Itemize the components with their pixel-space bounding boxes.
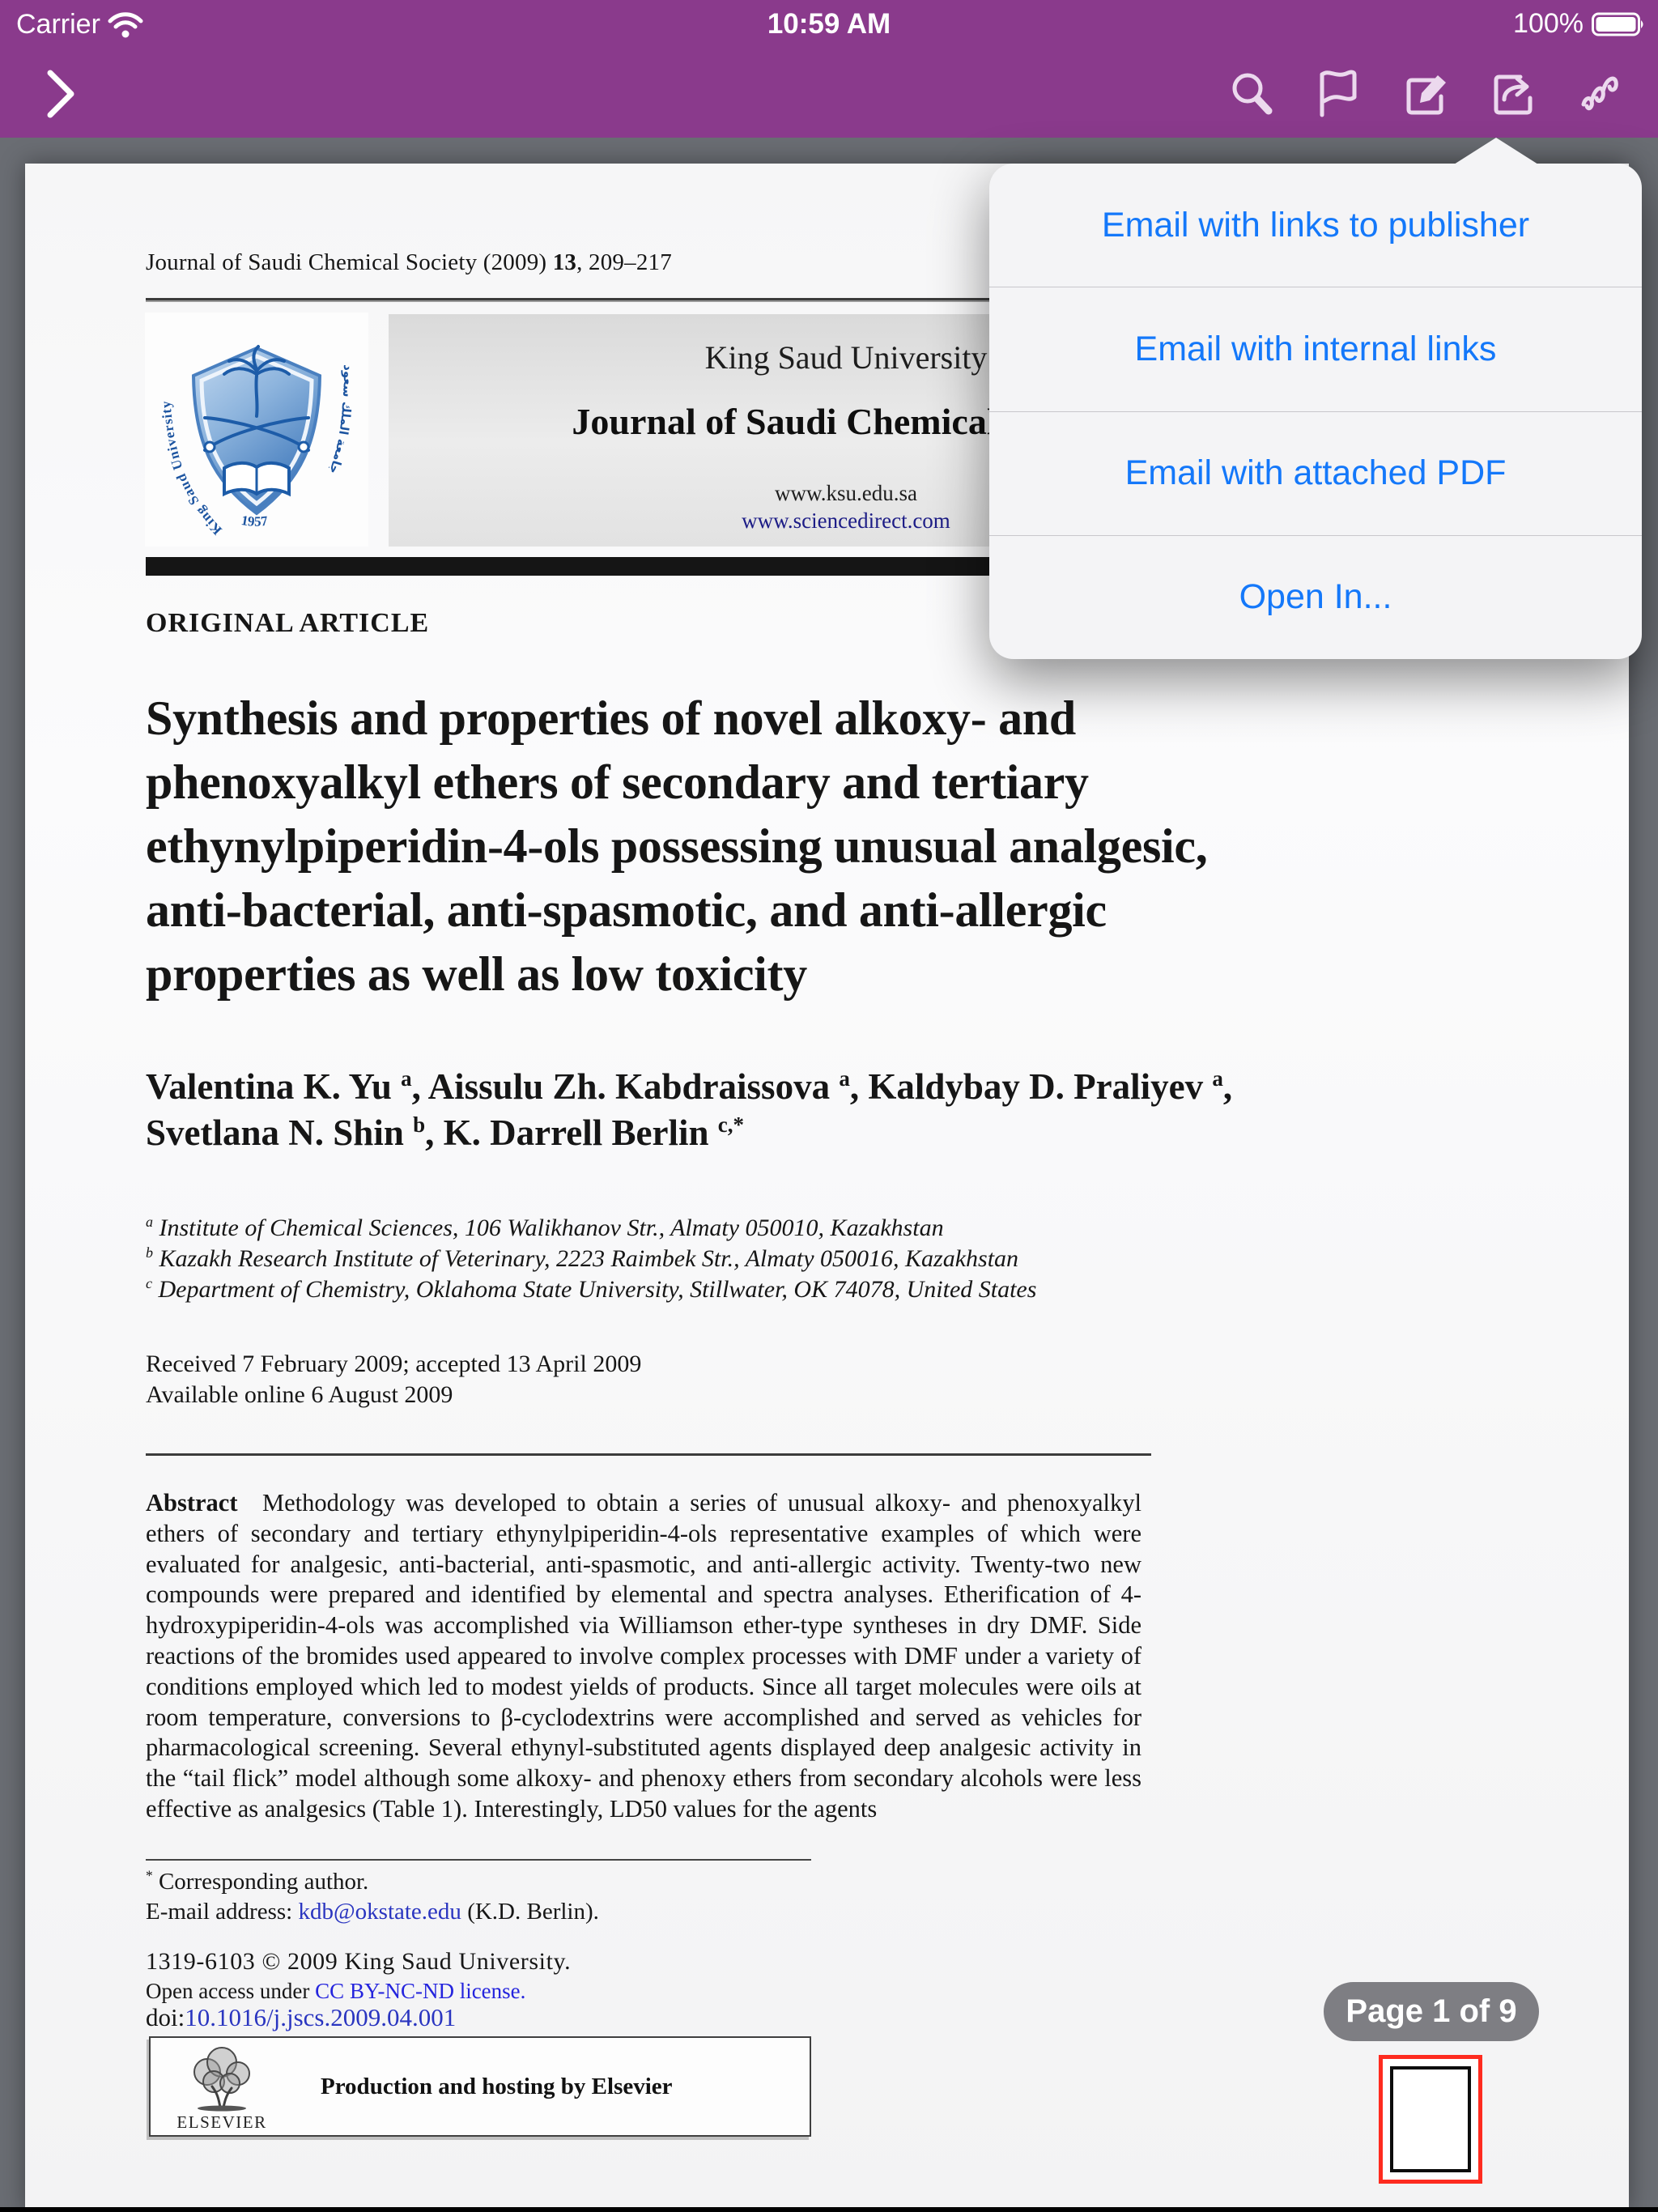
toolbar-row: [0, 49, 1658, 138]
footnote-rule: [146, 1859, 811, 1861]
menu-item-open-in[interactable]: Open In...: [1239, 577, 1392, 617]
menu-item-email-links-publisher[interactable]: Email with links to publisher: [989, 164, 1642, 288]
elsevier-wordmark: ELSEVIER: [176, 2112, 267, 2132]
elsevier-tree-icon: [180, 2044, 264, 2112]
abstract-rule: [146, 1453, 1151, 1456]
ksu-shield-emblem: King Saud University جامعة الملك سعود 19…: [145, 313, 368, 547]
page-thumbnail-outline: [1390, 2066, 1471, 2172]
share-export-icon[interactable]: [1490, 66, 1537, 120]
popover-arrow: [1454, 138, 1538, 164]
search-icon[interactable]: [1227, 66, 1274, 120]
page-indicator-badge: Page 1 of 9: [1324, 1982, 1539, 2041]
battery-icon: [1592, 12, 1643, 36]
ksu-logo-year: 1957: [240, 513, 269, 530]
issn-copyright: 1319-6103 © 2009 King Saud University.: [146, 1948, 572, 1975]
share-popover-menu: Email with links to publisher Email with…: [989, 138, 1642, 659]
menu-item-email-attached-pdf[interactable]: Email with attached PDF: [989, 412, 1642, 536]
scribble-icon[interactable]: [1577, 66, 1624, 120]
article-title: Synthesis and properties of novel alkoxy…: [146, 691, 1208, 1001]
bookmark-flag-icon[interactable]: [1315, 66, 1362, 120]
masthead-top-rule: [146, 298, 1370, 302]
battery-percent: 100%: [1513, 8, 1584, 39]
page-thumbnail[interactable]: [1379, 2055, 1482, 2184]
carrier-label: Carrier: [16, 9, 100, 40]
license-line[interactable]: Open access under CC BY-NC-ND license.: [146, 1979, 526, 2003]
masthead-university: King Saud University: [704, 339, 988, 376]
sidebar-toggle-button[interactable]: [42, 68, 81, 120]
screen-bottom-edge: [0, 2207, 1658, 2212]
elsevier-tagline: Production and hosting by Elsevier: [321, 2074, 673, 2099]
status-bar: Carrier 10:59 AM 100%: [0, 0, 1658, 49]
wifi-icon: [107, 11, 144, 39]
app-toolbar: Carrier 10:59 AM 100%: [0, 0, 1658, 138]
author-list: Valentina K. Yu a, Aissulu Zh. Kabdraiss…: [146, 1066, 1233, 1153]
corresponding-author-footnote[interactable]: * Corresponding author. E-mail address: k…: [146, 1867, 599, 1925]
journal-citation: Journal of Saudi Chemical Society (2009)…: [146, 249, 672, 275]
annotate-compose-icon[interactable]: [1402, 66, 1449, 120]
elsevier-panel: ELSEVIER Production and hosting by Elsev…: [149, 2036, 811, 2137]
masthead-ksu-url[interactable]: www.ksu.edu.sa: [775, 481, 917, 505]
section-label: ORIGINAL ARTICLE: [146, 608, 430, 638]
battery-indicator: 100%: [1513, 8, 1645, 40]
abstract-text: Abstract Methodology was developed to ob…: [146, 1489, 1141, 1823]
status-clock: 10:59 AM: [767, 8, 891, 40]
received-dates: Received 7 February 2009; accepted 13 Ap…: [146, 1351, 642, 1408]
svg-text:1957: 1957: [240, 513, 269, 530]
menu-item-email-internal-links[interactable]: Email with internal links: [989, 287, 1642, 412]
ksu-logo: King Saud University جامعة الملك سعود 19…: [145, 313, 368, 547]
affiliations: a Institute of Chemical Sciences, 106 Wa…: [146, 1214, 1037, 1303]
doi-line[interactable]: doi:10.1016/j.jscs.2009.04.001: [146, 2003, 457, 2031]
masthead-sciencedirect-url[interactable]: www.sciencedirect.com: [742, 508, 950, 533]
